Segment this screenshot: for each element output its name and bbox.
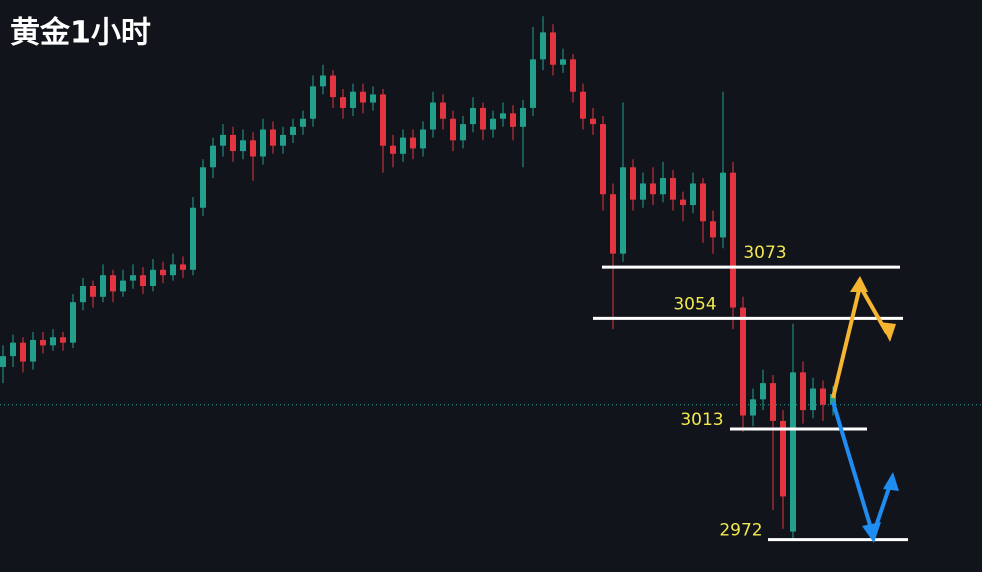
candle-body (180, 264, 186, 270)
arrows (831, 276, 899, 543)
candle-body (480, 107, 486, 130)
candle-body (340, 97, 346, 108)
candle-body (810, 388, 816, 411)
candle-body (820, 388, 826, 405)
candle-body (360, 91, 366, 103)
candle-body (450, 118, 456, 141)
candle-body (410, 137, 416, 149)
candle-body (10, 342, 16, 357)
candle-body (560, 59, 566, 65)
candle-body (390, 145, 396, 154)
arrow-head (880, 322, 896, 342)
candle-body (420, 129, 426, 149)
candle-body (50, 337, 56, 346)
plot: 3073 3054 3013 2972 (0, 16, 982, 542)
candle-body (110, 275, 116, 292)
candle-body (700, 183, 706, 222)
candle-body (0, 356, 6, 367)
candle-body (550, 32, 556, 65)
candle-body (720, 172, 726, 238)
arrow-head (850, 276, 868, 292)
candle-body (570, 59, 576, 92)
candle-body (330, 75, 336, 98)
candle-body (520, 107, 526, 127)
candle-body (380, 94, 386, 146)
candle-body (770, 383, 776, 421)
chart-title: 黄金1小时 (10, 16, 151, 51)
candle-body (710, 221, 716, 238)
candle-body (290, 126, 296, 135)
candle-body (90, 286, 96, 297)
candle-body (670, 178, 676, 200)
candle-body (280, 134, 286, 146)
candle-body (300, 118, 306, 127)
arrow-head (883, 472, 899, 491)
candle-body (370, 94, 376, 103)
candle-body (400, 137, 406, 154)
candle-body (780, 420, 786, 497)
candle-body (120, 280, 126, 292)
candle-body (630, 167, 636, 200)
level-label: 3013 (680, 410, 723, 430)
candle-body (790, 372, 796, 532)
candle-body (490, 118, 496, 130)
candle-body (100, 275, 106, 297)
candle-body (20, 342, 26, 362)
candle-body (460, 124, 466, 141)
candle-body (530, 59, 536, 108)
candle-body (240, 140, 246, 152)
candle-body (830, 393, 836, 405)
candle-body (210, 145, 216, 168)
candle-body (60, 337, 66, 343)
candle-body (260, 129, 266, 157)
candle-body (200, 167, 206, 208)
candle-body (40, 339, 46, 346)
level-label: 2972 (719, 521, 762, 541)
candle-body (220, 134, 226, 146)
candle-body (150, 269, 156, 286)
candle-body (510, 113, 516, 127)
candle-body (620, 167, 626, 254)
candle-body (80, 286, 86, 303)
candle-body (190, 207, 196, 270)
candle-body (70, 302, 76, 343)
level-label: 3073 (743, 243, 786, 263)
candle-body (160, 269, 166, 276)
candle-body (540, 32, 546, 60)
candle-body (750, 399, 756, 416)
candle-body (680, 199, 686, 206)
candle-body (310, 86, 316, 119)
candle-body (470, 107, 476, 125)
candle-body (600, 124, 606, 195)
candle-body (230, 134, 236, 152)
candle-body (270, 129, 276, 146)
candle-body (730, 172, 736, 308)
candle-body (440, 102, 446, 119)
candle-body (140, 275, 146, 286)
candle-body (660, 178, 666, 195)
level-label: 3054 (673, 294, 716, 314)
candle-body (610, 194, 616, 254)
candle-body (690, 183, 696, 206)
candle-body (590, 118, 596, 125)
candle-body (350, 91, 356, 108)
candle-body (740, 307, 746, 416)
candle-body (320, 75, 326, 87)
candle-body (30, 339, 36, 362)
candle-body (650, 183, 656, 195)
candle-body (130, 275, 136, 281)
candle-body (170, 264, 176, 276)
candle-body (800, 372, 806, 411)
arrow-head (862, 522, 881, 543)
candle-body (500, 113, 506, 119)
candle-body (250, 140, 256, 157)
candle-body (640, 183, 646, 200)
candle-body (430, 102, 436, 130)
candle-body (580, 91, 586, 119)
candle-body (760, 383, 766, 400)
